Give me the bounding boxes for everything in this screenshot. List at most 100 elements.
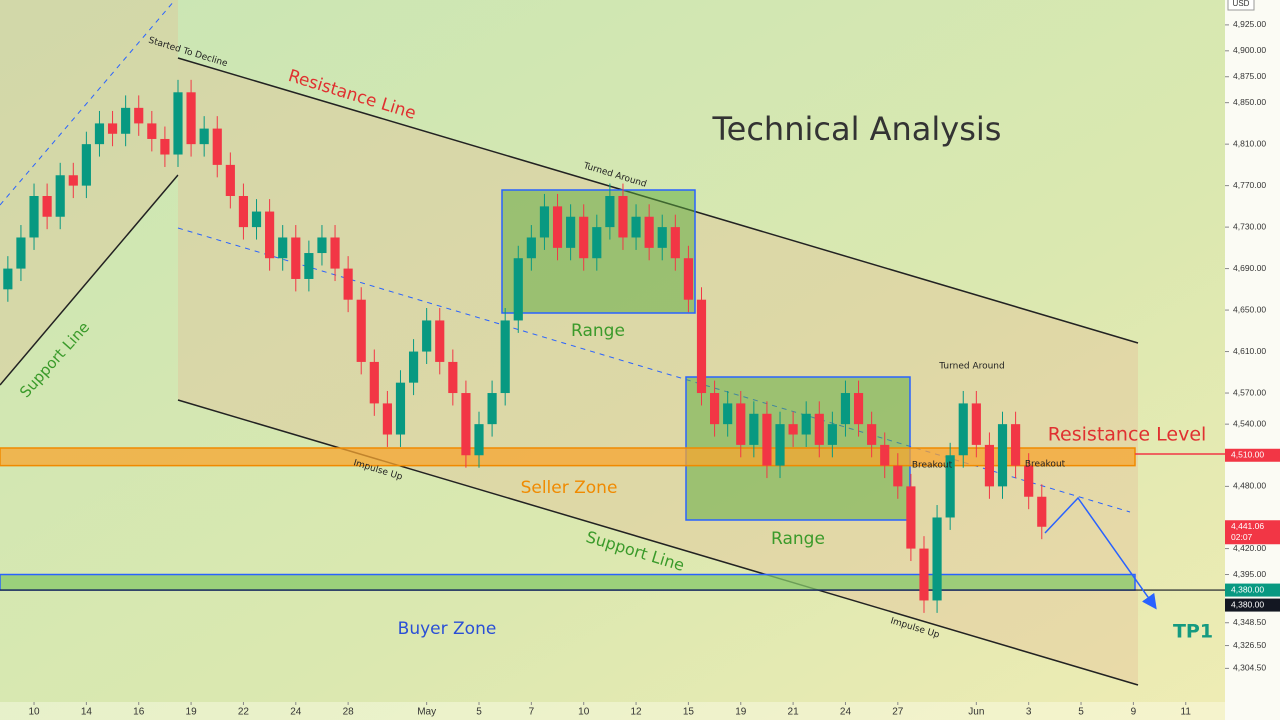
candle bbox=[984, 432, 995, 499]
candle bbox=[278, 225, 288, 271]
candle-body bbox=[395, 382, 406, 435]
candle bbox=[212, 116, 222, 178]
candle bbox=[513, 245, 523, 333]
candle-body bbox=[1011, 424, 1021, 466]
candle bbox=[16, 225, 26, 282]
candle-body bbox=[710, 393, 720, 425]
candle-body bbox=[29, 196, 39, 238]
candle-body bbox=[448, 361, 458, 394]
candle bbox=[107, 110, 118, 147]
x-tick-label: 5 bbox=[1078, 707, 1084, 718]
candle-body bbox=[893, 465, 903, 487]
candle-body bbox=[238, 196, 249, 228]
candle-body bbox=[788, 424, 798, 435]
candle bbox=[814, 401, 824, 458]
candle-body bbox=[173, 92, 183, 155]
candle-body bbox=[330, 237, 340, 269]
price-axis bbox=[1225, 0, 1280, 720]
annotation: Breakout bbox=[912, 461, 953, 471]
candle bbox=[225, 152, 235, 209]
x-tick-label: 27 bbox=[892, 707, 904, 718]
candle bbox=[919, 536, 929, 613]
y-tick-label: 4,326.50 bbox=[1233, 640, 1266, 650]
candle-body bbox=[3, 268, 13, 290]
candle-body bbox=[840, 393, 851, 425]
candle bbox=[1037, 484, 1047, 540]
candle-body bbox=[945, 455, 955, 518]
candle bbox=[435, 308, 445, 375]
candle-body bbox=[186, 92, 196, 145]
candle-body bbox=[251, 211, 262, 228]
candle bbox=[304, 240, 314, 292]
zone bbox=[0, 447, 1136, 467]
candle-body bbox=[932, 517, 942, 601]
candle bbox=[81, 131, 91, 199]
candle bbox=[749, 401, 759, 458]
candle-body bbox=[461, 393, 471, 456]
candle bbox=[29, 183, 39, 250]
candle-body bbox=[474, 424, 484, 456]
x-tick-label: 24 bbox=[840, 707, 852, 718]
candle-body bbox=[55, 175, 65, 217]
x-tick-label: 22 bbox=[238, 707, 250, 718]
candle-body bbox=[356, 299, 366, 362]
candle-body bbox=[683, 258, 693, 300]
candle-body bbox=[552, 206, 563, 248]
candle-body bbox=[814, 413, 824, 445]
candle bbox=[579, 204, 589, 271]
y-tick-label: 4,900.00 bbox=[1233, 45, 1266, 55]
candle-body bbox=[408, 351, 419, 383]
candle-body bbox=[696, 299, 707, 394]
candle bbox=[566, 204, 576, 261]
y-tick-label: 4,925.00 bbox=[1233, 19, 1266, 29]
candle bbox=[932, 505, 942, 613]
candle bbox=[736, 390, 746, 458]
x-tick-label: 19 bbox=[735, 707, 747, 718]
title: Technical Analysis bbox=[712, 110, 1002, 148]
candle bbox=[94, 110, 105, 157]
y-tick-label: 4,810.00 bbox=[1233, 138, 1266, 148]
candle bbox=[422, 308, 432, 364]
x-tick-label: 12 bbox=[630, 707, 642, 718]
price-tag bbox=[1225, 520, 1280, 545]
price-tag-label: 4,380.00 bbox=[1231, 584, 1264, 594]
y-tick-label: 4,348.50 bbox=[1233, 617, 1266, 627]
candle-body bbox=[147, 123, 157, 139]
annotation: TP1 bbox=[1173, 621, 1213, 643]
y-tick-label: 4,540.00 bbox=[1233, 418, 1266, 428]
candle-body bbox=[121, 107, 131, 134]
candle bbox=[160, 126, 170, 167]
y-tick-label: 4,690.00 bbox=[1233, 263, 1266, 273]
candle-body bbox=[880, 444, 890, 466]
axes: 4,925.00 4,900.00 4,875.00 4,850.00 4,810.00… bbox=[28, 19, 1280, 718]
candle bbox=[710, 380, 720, 437]
candle-body bbox=[369, 361, 379, 404]
candle-body bbox=[762, 413, 772, 466]
candle bbox=[880, 432, 890, 479]
candle bbox=[526, 225, 536, 271]
y-tick-label: 4,730.00 bbox=[1233, 221, 1266, 231]
x-tick-label: 28 bbox=[343, 707, 355, 718]
candle bbox=[330, 225, 340, 282]
projection bbox=[1044, 453, 1225, 610]
candle bbox=[369, 349, 379, 416]
currency-box bbox=[1227, 0, 1255, 11]
candle bbox=[723, 390, 733, 437]
y-tick-label: 4,850.00 bbox=[1233, 97, 1266, 107]
price-tag-sublabel: 02:07 bbox=[1231, 532, 1253, 542]
candle bbox=[291, 225, 301, 292]
candle-body bbox=[736, 403, 746, 445]
candle bbox=[173, 79, 183, 167]
candle-body bbox=[919, 548, 929, 601]
candle bbox=[827, 411, 837, 458]
candle-body bbox=[304, 253, 314, 279]
candle-body bbox=[513, 258, 523, 321]
candle bbox=[408, 339, 419, 396]
x-tick-label: 11 bbox=[1181, 707, 1192, 718]
candle bbox=[382, 390, 392, 447]
x-tick-label: 7 bbox=[529, 707, 535, 718]
candle bbox=[618, 183, 628, 250]
candle-body bbox=[853, 393, 864, 425]
candle-body bbox=[382, 403, 392, 435]
zone bbox=[0, 573, 1136, 591]
